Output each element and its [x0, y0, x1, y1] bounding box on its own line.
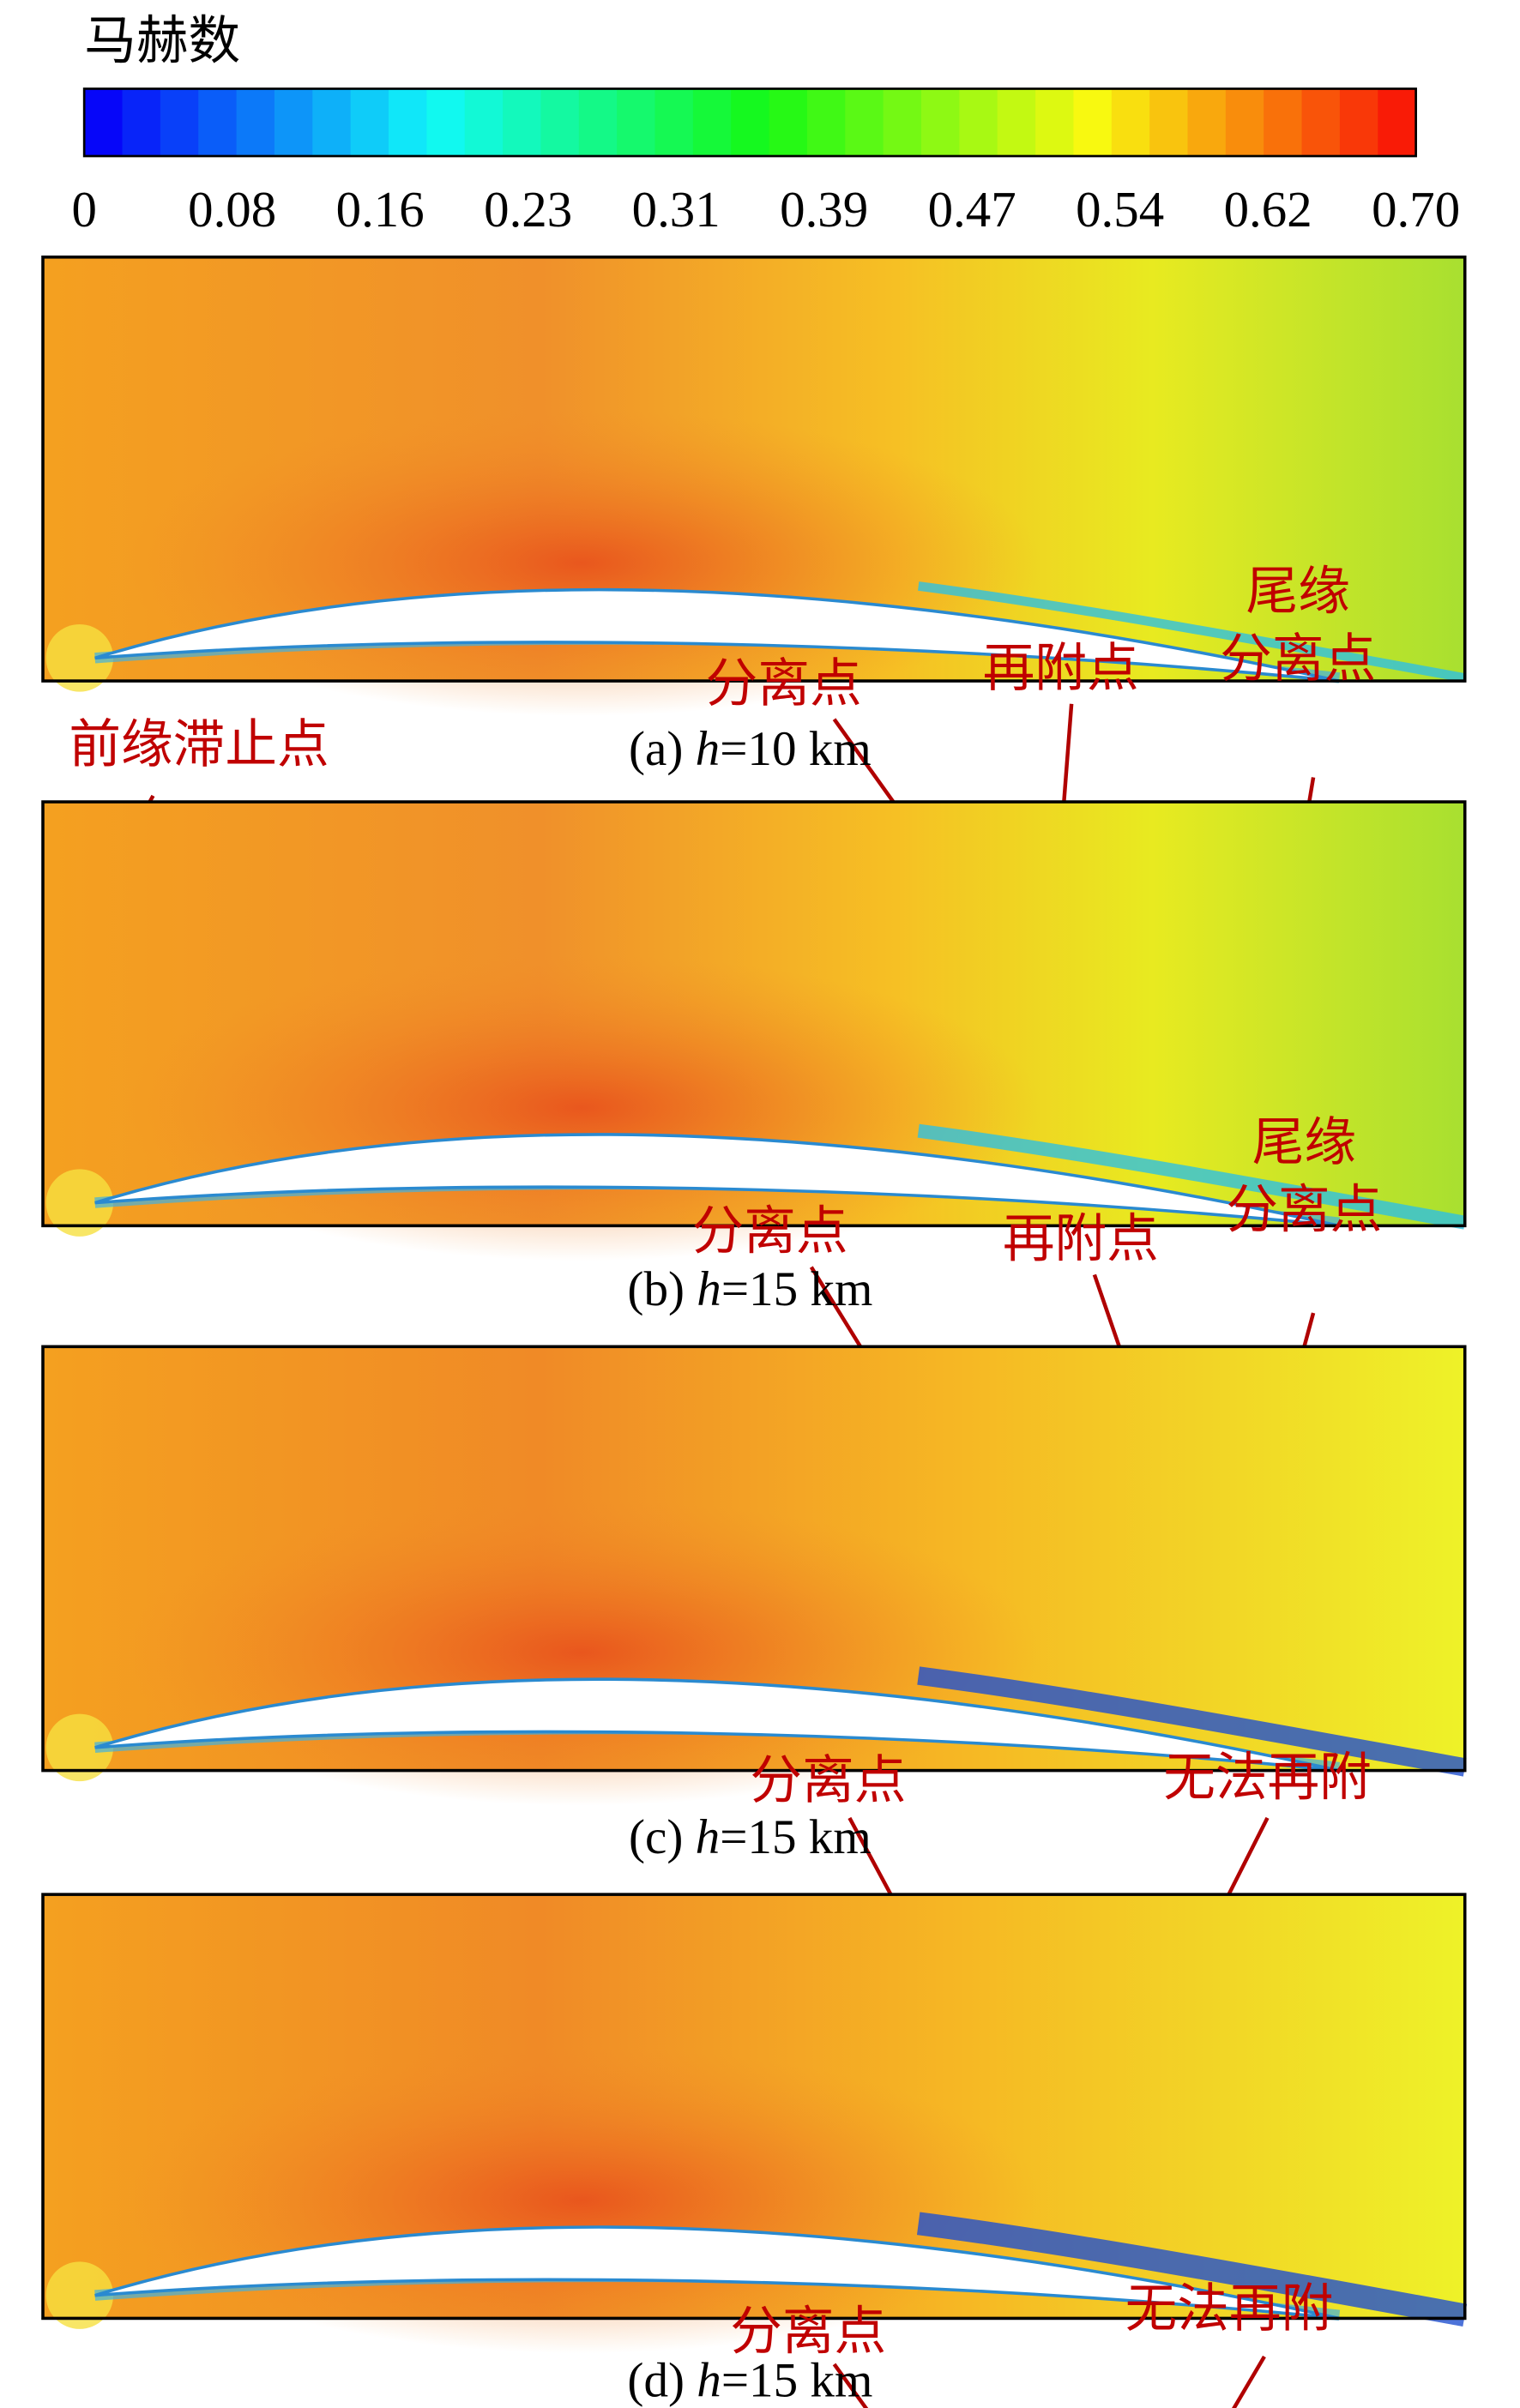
colorbar-tick-label: 0.47	[928, 182, 1016, 238]
caption-variable: h	[697, 1262, 721, 1316]
colorbar-tick-label: 0.70	[1372, 182, 1460, 238]
colorbar-band	[769, 88, 808, 157]
colorbar-band	[426, 88, 466, 157]
annotation-label: 再附点	[983, 640, 1139, 697]
colorbar-band	[1339, 88, 1379, 157]
annotation-label: 无法再附	[1125, 2280, 1334, 2338]
high-mach-region	[122, 410, 1041, 717]
annotation-arrow	[832, 2363, 869, 2408]
stagnation-region	[45, 624, 114, 692]
caption-value: =15 km	[721, 1262, 873, 1316]
wake	[916, 2212, 1468, 2327]
caption-value: =15 km	[721, 2353, 873, 2407]
annotation-label: 前缘滞止点	[69, 717, 329, 774]
colorbar-band	[845, 88, 884, 157]
caption-letter: (d)	[627, 2353, 685, 2407]
colorbar-tick-label: 0	[71, 182, 96, 238]
colorbar-band	[389, 88, 428, 157]
colorbar-band	[578, 88, 618, 157]
colorbar-band	[883, 88, 922, 157]
caption-variable: h	[696, 722, 721, 776]
colorbar-band	[274, 88, 314, 157]
colorbar-band	[198, 88, 238, 157]
colorbar-tick-label: 0.31	[632, 182, 721, 238]
colorbar-band	[959, 88, 998, 157]
annotation-label: 分离点	[692, 1203, 848, 1261]
high-mach-region	[122, 954, 1041, 1261]
panel-frame	[41, 1345, 1467, 1773]
annotation-label: 分离点	[750, 1753, 906, 1810]
colorbar-tick-label: 0.16	[336, 182, 425, 238]
wake	[917, 1666, 1467, 1777]
caption-variable: h	[697, 2353, 721, 2407]
annotation-label: 无法再附	[1163, 1749, 1372, 1807]
colorbar-tick-label: 0.39	[780, 182, 868, 238]
colorbar-tick-label: 0.54	[1076, 182, 1164, 238]
colorbar-band	[806, 88, 847, 157]
annotation-arrow	[1232, 2355, 1266, 2408]
colorbar-tick-label: 0.23	[484, 182, 572, 238]
annotation-label: 尾缘	[1252, 1115, 1356, 1172]
colorbar-band	[540, 88, 580, 157]
annotation-label: 分离点	[1220, 631, 1376, 689]
panel-frame	[41, 256, 1467, 683]
colorbar-band	[236, 88, 275, 157]
colorbar-band	[464, 88, 504, 157]
caption-variable: h	[696, 1810, 721, 1864]
annotation-label: 分离点	[706, 655, 862, 713]
colorbar-band	[1264, 88, 1303, 157]
colorbar-band	[1073, 88, 1113, 157]
colorbar-band	[160, 88, 200, 157]
colorbar-band	[921, 88, 961, 157]
caption-value: =15 km	[720, 1810, 872, 1864]
contour-panel: 分离点 无法再附	[41, 1345, 1467, 1966]
colorbar-title: 马赫数	[84, 13, 240, 70]
caption-value: =10 km	[720, 722, 872, 776]
colorbar-band	[1187, 88, 1227, 157]
colorbar-band	[1149, 88, 1189, 157]
colorbar-tick-label: 0.08	[188, 182, 276, 238]
colorbar-band	[1301, 88, 1341, 157]
annotation-label: 尾缘	[1246, 563, 1350, 621]
colorbar-band	[692, 88, 733, 157]
panel-caption: (d) h=15 km	[627, 2353, 872, 2407]
colorbar-band	[503, 88, 542, 157]
panel-caption: (a) h=10 km	[629, 722, 872, 776]
colorbar-frame	[82, 87, 1417, 158]
colorbar-band	[350, 88, 389, 157]
caption-letter: (b)	[627, 1262, 685, 1316]
annotation-label: 分离点	[1226, 1182, 1382, 1239]
panel-caption: (b) h=15 km	[627, 1262, 872, 1316]
colorbar-band	[1111, 88, 1151, 157]
panel-caption: (c) h=15 km	[629, 1810, 872, 1864]
stagnation-region	[45, 1169, 114, 1237]
colorbar-band	[997, 88, 1036, 157]
colorbar-band	[731, 88, 770, 157]
wake	[917, 1123, 1467, 1230]
caption-letter: (c)	[629, 1810, 683, 1864]
colorbar-band	[1225, 88, 1265, 157]
stagnation-region	[45, 2261, 114, 2329]
annotation-label: 分离点	[730, 2303, 886, 2361]
colorbar-band	[312, 88, 352, 157]
colorbar-tick-label: 0.62	[1224, 182, 1312, 238]
panel-frame	[41, 800, 1467, 1228]
colorbar-band	[617, 88, 656, 157]
colorbar-band	[84, 88, 124, 157]
stagnation-region	[45, 1713, 114, 1782]
colorbar-band	[1035, 88, 1075, 157]
colorbar-band	[654, 88, 694, 157]
annotation-label: 再附点	[1003, 1211, 1159, 1268]
high-mach-region	[122, 2047, 1041, 2354]
colorbar-band	[122, 88, 161, 157]
panel-frame	[41, 1893, 1467, 2321]
contour-panel: 分离点 无法再附	[41, 1893, 1468, 2408]
colorbar-band	[1378, 88, 1417, 157]
wake	[917, 581, 1466, 683]
caption-letter: (a)	[629, 722, 683, 776]
